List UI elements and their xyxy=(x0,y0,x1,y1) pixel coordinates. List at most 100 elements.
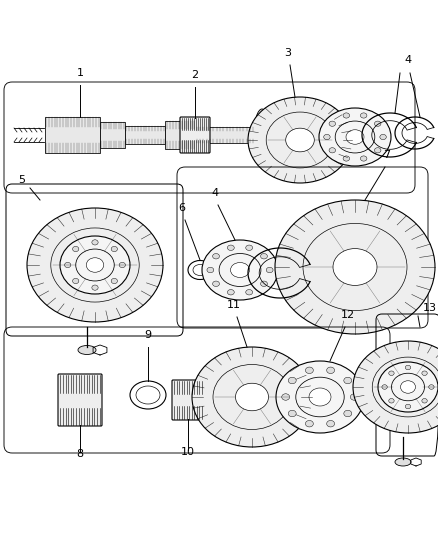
Ellipse shape xyxy=(76,249,114,281)
Ellipse shape xyxy=(343,156,350,161)
Ellipse shape xyxy=(288,410,296,417)
Ellipse shape xyxy=(73,278,79,284)
Ellipse shape xyxy=(266,112,334,168)
Ellipse shape xyxy=(329,148,336,153)
Ellipse shape xyxy=(73,246,79,252)
Ellipse shape xyxy=(346,130,364,144)
Text: 5: 5 xyxy=(18,175,25,185)
Ellipse shape xyxy=(227,289,234,295)
Ellipse shape xyxy=(374,148,381,153)
Ellipse shape xyxy=(400,381,416,393)
Ellipse shape xyxy=(51,228,139,302)
Text: 2: 2 xyxy=(191,70,198,80)
Ellipse shape xyxy=(76,249,114,281)
Bar xyxy=(195,127,255,143)
Ellipse shape xyxy=(78,345,96,354)
Ellipse shape xyxy=(353,341,438,433)
Ellipse shape xyxy=(333,248,377,286)
Text: 9: 9 xyxy=(145,330,152,340)
Ellipse shape xyxy=(329,121,336,126)
Ellipse shape xyxy=(60,236,130,294)
Ellipse shape xyxy=(212,281,219,286)
Ellipse shape xyxy=(246,245,253,251)
Text: 11: 11 xyxy=(227,300,241,310)
Ellipse shape xyxy=(422,371,427,375)
Ellipse shape xyxy=(405,365,411,370)
Ellipse shape xyxy=(254,109,270,161)
Text: 4: 4 xyxy=(404,55,412,65)
Ellipse shape xyxy=(372,357,438,417)
Ellipse shape xyxy=(343,113,350,118)
Ellipse shape xyxy=(382,385,387,389)
Text: 13: 13 xyxy=(423,303,437,313)
Ellipse shape xyxy=(86,258,104,272)
Ellipse shape xyxy=(282,394,290,400)
Ellipse shape xyxy=(236,383,268,411)
Ellipse shape xyxy=(429,385,434,389)
Ellipse shape xyxy=(350,394,358,400)
Ellipse shape xyxy=(422,399,427,403)
Ellipse shape xyxy=(324,134,330,140)
FancyBboxPatch shape xyxy=(172,380,204,420)
Bar xyxy=(165,121,195,149)
Bar xyxy=(100,122,125,148)
Ellipse shape xyxy=(276,361,364,433)
Ellipse shape xyxy=(192,347,312,447)
Text: 12: 12 xyxy=(341,310,355,320)
Ellipse shape xyxy=(389,399,394,403)
Ellipse shape xyxy=(309,388,331,406)
Ellipse shape xyxy=(305,367,313,374)
Ellipse shape xyxy=(230,262,250,278)
FancyBboxPatch shape xyxy=(58,374,102,426)
Text: 10: 10 xyxy=(181,447,195,457)
Ellipse shape xyxy=(213,365,291,430)
Ellipse shape xyxy=(261,254,268,259)
Ellipse shape xyxy=(303,223,407,311)
Ellipse shape xyxy=(227,245,234,251)
Ellipse shape xyxy=(219,254,261,287)
Ellipse shape xyxy=(374,121,381,126)
Ellipse shape xyxy=(335,121,375,153)
Ellipse shape xyxy=(248,97,352,183)
Ellipse shape xyxy=(319,108,391,166)
Ellipse shape xyxy=(111,278,117,284)
Ellipse shape xyxy=(395,458,411,466)
Ellipse shape xyxy=(92,285,98,290)
Text: 3: 3 xyxy=(285,48,292,58)
Ellipse shape xyxy=(305,421,313,427)
Text: 7: 7 xyxy=(383,150,391,160)
Ellipse shape xyxy=(405,404,411,409)
Ellipse shape xyxy=(261,281,268,286)
Ellipse shape xyxy=(389,371,394,375)
Ellipse shape xyxy=(288,377,296,384)
Ellipse shape xyxy=(207,268,214,273)
Ellipse shape xyxy=(286,128,314,152)
Text: 6: 6 xyxy=(179,203,186,213)
Ellipse shape xyxy=(327,421,335,427)
Ellipse shape xyxy=(393,374,423,400)
Text: 8: 8 xyxy=(77,449,84,459)
Ellipse shape xyxy=(266,268,273,273)
Ellipse shape xyxy=(119,262,125,268)
Ellipse shape xyxy=(212,254,219,259)
Ellipse shape xyxy=(392,373,424,401)
Bar xyxy=(125,126,165,144)
Ellipse shape xyxy=(380,134,386,140)
Text: 4: 4 xyxy=(212,188,219,198)
Text: 1: 1 xyxy=(77,68,84,78)
Ellipse shape xyxy=(92,240,98,245)
Ellipse shape xyxy=(275,200,435,334)
Ellipse shape xyxy=(64,262,71,268)
Bar xyxy=(45,117,100,153)
Ellipse shape xyxy=(111,246,117,252)
Ellipse shape xyxy=(327,367,335,374)
Ellipse shape xyxy=(360,156,367,161)
Ellipse shape xyxy=(246,289,253,295)
Ellipse shape xyxy=(360,113,367,118)
Ellipse shape xyxy=(344,377,352,384)
Ellipse shape xyxy=(378,362,438,412)
Ellipse shape xyxy=(296,377,344,417)
Ellipse shape xyxy=(344,410,352,417)
FancyBboxPatch shape xyxy=(180,117,210,153)
Ellipse shape xyxy=(202,240,278,300)
